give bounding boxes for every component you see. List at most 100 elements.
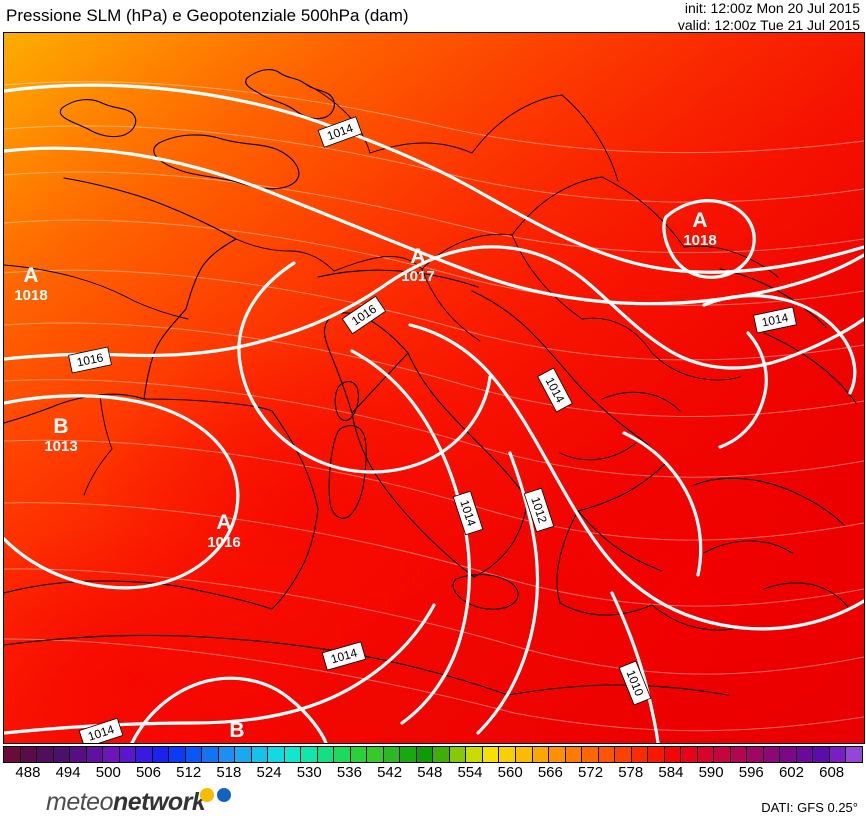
isobar-label: 1010 <box>618 660 652 706</box>
colorbar-tick-label: 488 <box>15 764 41 781</box>
colorbar-tick-label: 596 <box>738 764 764 781</box>
colorbar-cell <box>367 747 384 762</box>
colorbar-cell <box>582 747 599 762</box>
colorbar-cell <box>829 747 847 762</box>
svg-text:1014: 1014 <box>86 722 116 743</box>
colorbar-cell <box>268 747 285 762</box>
colorbar-tick-label: 572 <box>578 764 604 781</box>
svg-text:1012: 1012 <box>220 742 253 743</box>
svg-text:B: B <box>53 415 68 438</box>
colorbar-cell <box>350 747 368 762</box>
logo-dot-blue-icon <box>217 788 231 802</box>
isobar-1016-main <box>4 245 864 370</box>
colorbar-cell <box>317 747 335 762</box>
isobar-labels: 1014 1016 1016 1014 1014 1014 1012 1010 <box>68 116 797 743</box>
chart-footer: meteonetwork DATI: GFS 0.25° <box>0 786 866 819</box>
colorbar-tick-label: 554 <box>457 764 483 781</box>
colorbar-tick-label: 512 <box>176 764 202 781</box>
isobar-label: 1014 <box>321 641 367 671</box>
colorbar-tick-label: 584 <box>658 764 684 781</box>
geopotential-core-aegean <box>464 413 864 743</box>
isobar-1016-upper <box>4 146 864 306</box>
pressure-center-high-atlantic-nw: A 1018 <box>14 264 47 304</box>
isobar-1018-closed-romania <box>662 199 756 279</box>
svg-text:1018: 1018 <box>14 287 47 304</box>
svg-text:1013: 1013 <box>44 438 77 455</box>
colorbar-cell <box>515 747 533 762</box>
colorbar-tick-label: 602 <box>778 764 804 781</box>
colorbar-tick-label: 566 <box>537 764 563 781</box>
colorbar-cell <box>301 747 318 762</box>
colorbar-cell <box>730 747 748 762</box>
valid-time: valid: 12:00z Tue 21 Jul 2015 <box>677 17 860 33</box>
colorbar-tick-label: 518 <box>216 764 242 781</box>
isobar-1016-closed-alps <box>237 261 492 474</box>
svg-text:A: A <box>692 209 707 232</box>
colorbar-cell <box>466 747 483 762</box>
svg-text:A: A <box>410 245 425 268</box>
colorbar-tick-label: 506 <box>135 764 161 781</box>
map-canvas: 1014 1016 1016 1014 1014 1014 1012 1010 <box>4 33 864 743</box>
colorbar-cell <box>549 747 566 762</box>
weather-map[interactable]: 1014 1016 1016 1014 1014 1014 1012 1010 <box>3 32 865 744</box>
isobar-1010-aegean <box>610 591 660 743</box>
svg-text:1017: 1017 <box>401 268 434 285</box>
svg-text:A: A <box>216 511 231 534</box>
colorbar-tick-label: 530 <box>296 764 322 781</box>
pressure-center-low-algeria: B 1012 <box>220 719 253 743</box>
colorbar-cell <box>615 747 632 762</box>
colorbar-cell <box>565 747 583 762</box>
colorbar-cell <box>763 747 781 762</box>
geopotential-core-algeria <box>4 523 324 743</box>
colorbar-cell <box>235 747 252 762</box>
colorbar-tick-label: 494 <box>55 764 81 781</box>
svg-text:A: A <box>23 264 38 287</box>
colorbar-cell <box>169 747 186 762</box>
colorbar-cell <box>53 747 71 762</box>
colorbar-block: 488 494 500 506 512 518 524 530 536 542 548 554 560 5… <box>3 746 863 784</box>
colorbar-cell <box>631 747 649 762</box>
colorbar-cell <box>86 747 104 762</box>
colorbar-cell <box>681 747 698 762</box>
colorbar-cell <box>846 747 862 762</box>
colorbar-cell <box>532 747 550 762</box>
svg-text:1016: 1016 <box>75 350 104 369</box>
colorbar-tick-label: 524 <box>256 764 282 781</box>
coastlines-and-borders <box>4 69 857 696</box>
logo-dots <box>200 788 234 804</box>
colorbar-tick-label: 590 <box>698 764 724 781</box>
colorbar-cell <box>383 747 401 762</box>
colorbar-cell <box>70 747 87 762</box>
isobar-label: 1012 <box>523 487 555 533</box>
colorbar-cell <box>433 747 450 762</box>
colorbar-tick-label: 578 <box>618 764 644 781</box>
colorbar-tick-label: 500 <box>95 764 121 781</box>
isobar-1013-closed-iberia <box>4 394 240 590</box>
svg-text:1018: 1018 <box>683 232 716 249</box>
meteonetwork-logo[interactable]: meteonetwork <box>46 788 206 817</box>
colorbar-cell <box>714 747 731 762</box>
isobar-1014-north <box>4 83 864 274</box>
colorbar-cell <box>648 747 665 762</box>
colorbar-cell <box>747 747 764 762</box>
pressure-center-low-atlantic-iberia: B 1013 <box>44 415 77 455</box>
colorbar[interactable] <box>3 746 863 763</box>
isobar-1012-ionian <box>476 451 540 735</box>
colorbar-cell <box>499 747 516 762</box>
isobar-label: 1016 <box>341 295 387 335</box>
colorbar-tick-label: 536 <box>336 764 362 781</box>
svg-text:B: B <box>229 719 244 742</box>
isobar-label: 1014 <box>317 116 363 148</box>
pressure-center-high-western-mediterranean: A 1016 <box>207 511 240 551</box>
colorbar-cell <box>218 747 236 762</box>
colorbar-cell <box>334 747 351 762</box>
colorbar-cell <box>664 747 682 762</box>
isobar-label: 1014 <box>537 367 573 413</box>
colorbar-cell <box>103 747 120 762</box>
colorbar-cell <box>449 747 467 762</box>
colorbar-tick-label: 542 <box>377 764 403 781</box>
svg-text:1016: 1016 <box>207 534 240 551</box>
isobar-label: 1014 <box>753 306 797 334</box>
isobar-1012-closed-algeria <box>130 676 328 743</box>
colorbar-cell <box>400 747 417 762</box>
